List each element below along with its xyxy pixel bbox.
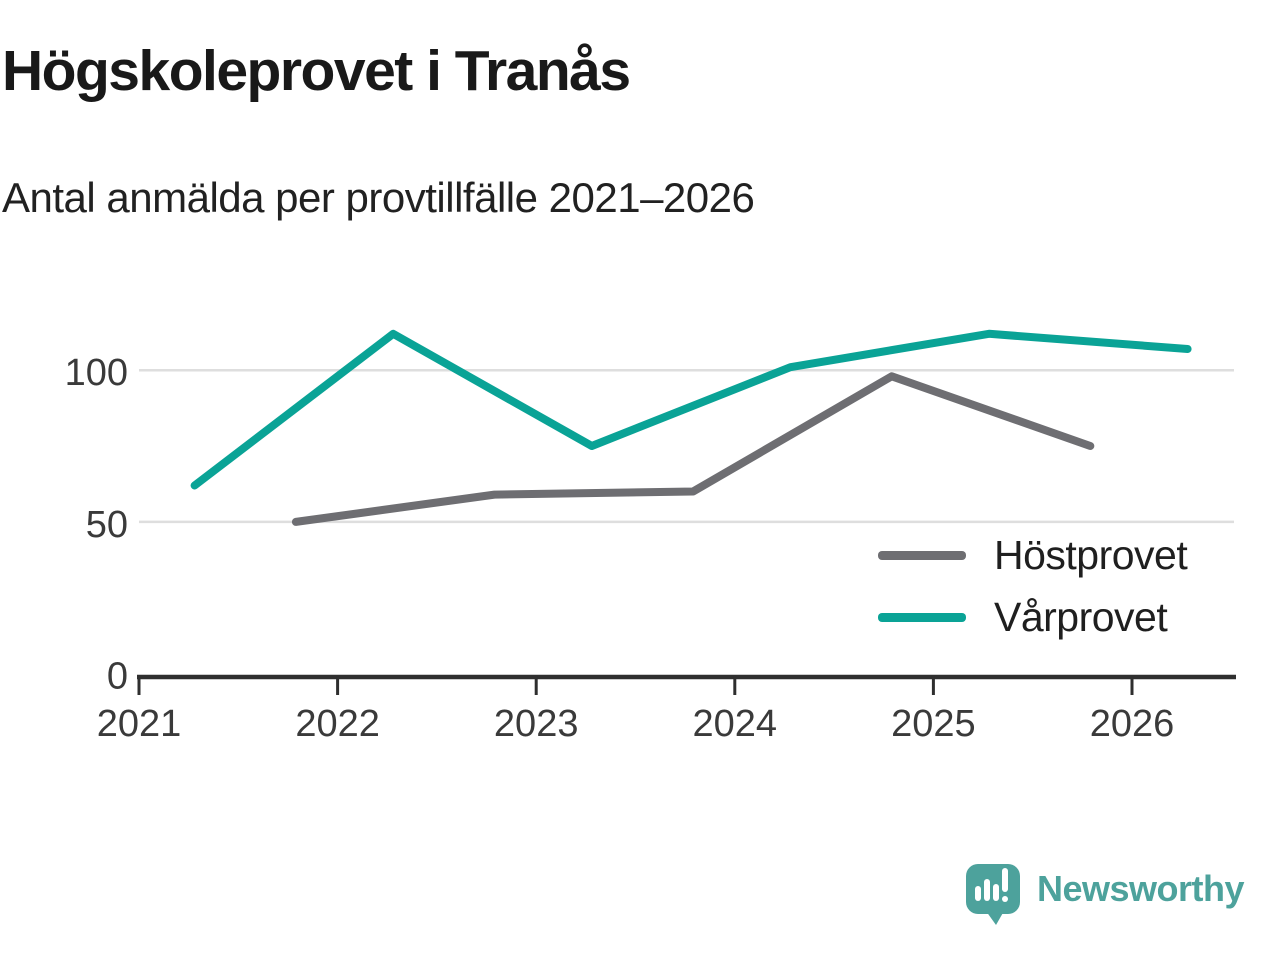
varprovet-line-swatch <box>878 612 966 622</box>
legend-label: Höstprovet <box>994 531 1188 578</box>
y-tick-label: 100 <box>65 352 128 394</box>
newsworthy-chart-bubble-icon <box>966 864 1020 925</box>
chart-subtitle: Antal anmälda per provtillfälle 2021–202… <box>2 174 755 221</box>
newsworthy-logo: Newsworthy <box>966 864 1245 925</box>
x-tick-label: 2024 <box>693 703 778 745</box>
legend-item-varprovet: Vårprovet <box>878 586 1187 648</box>
series-line-höstprovet <box>291 372 1095 526</box>
x-tick-label: 2025 <box>891 703 976 745</box>
x-tick-label: 2022 <box>295 703 380 745</box>
chart-legend: Höstprovet Vårprovet <box>878 524 1188 648</box>
legend-label: Vårprovet <box>994 593 1168 640</box>
x-tick-label: 2023 <box>494 703 579 745</box>
legend-item-hostprovet: Höstprovet <box>878 524 1188 586</box>
x-tick-label: 2026 <box>1090 703 1175 745</box>
series-line-vårprovet <box>190 329 1192 490</box>
hostprovet-line-swatch <box>878 550 966 560</box>
y-tick-label: 50 <box>86 504 128 546</box>
x-tick-label: 2021 <box>97 703 182 745</box>
page-title: Högskoleprovet i Tranås <box>2 39 631 103</box>
y-tick-label: 0 <box>107 656 128 698</box>
brand-name: Newsworthy <box>1037 868 1245 909</box>
